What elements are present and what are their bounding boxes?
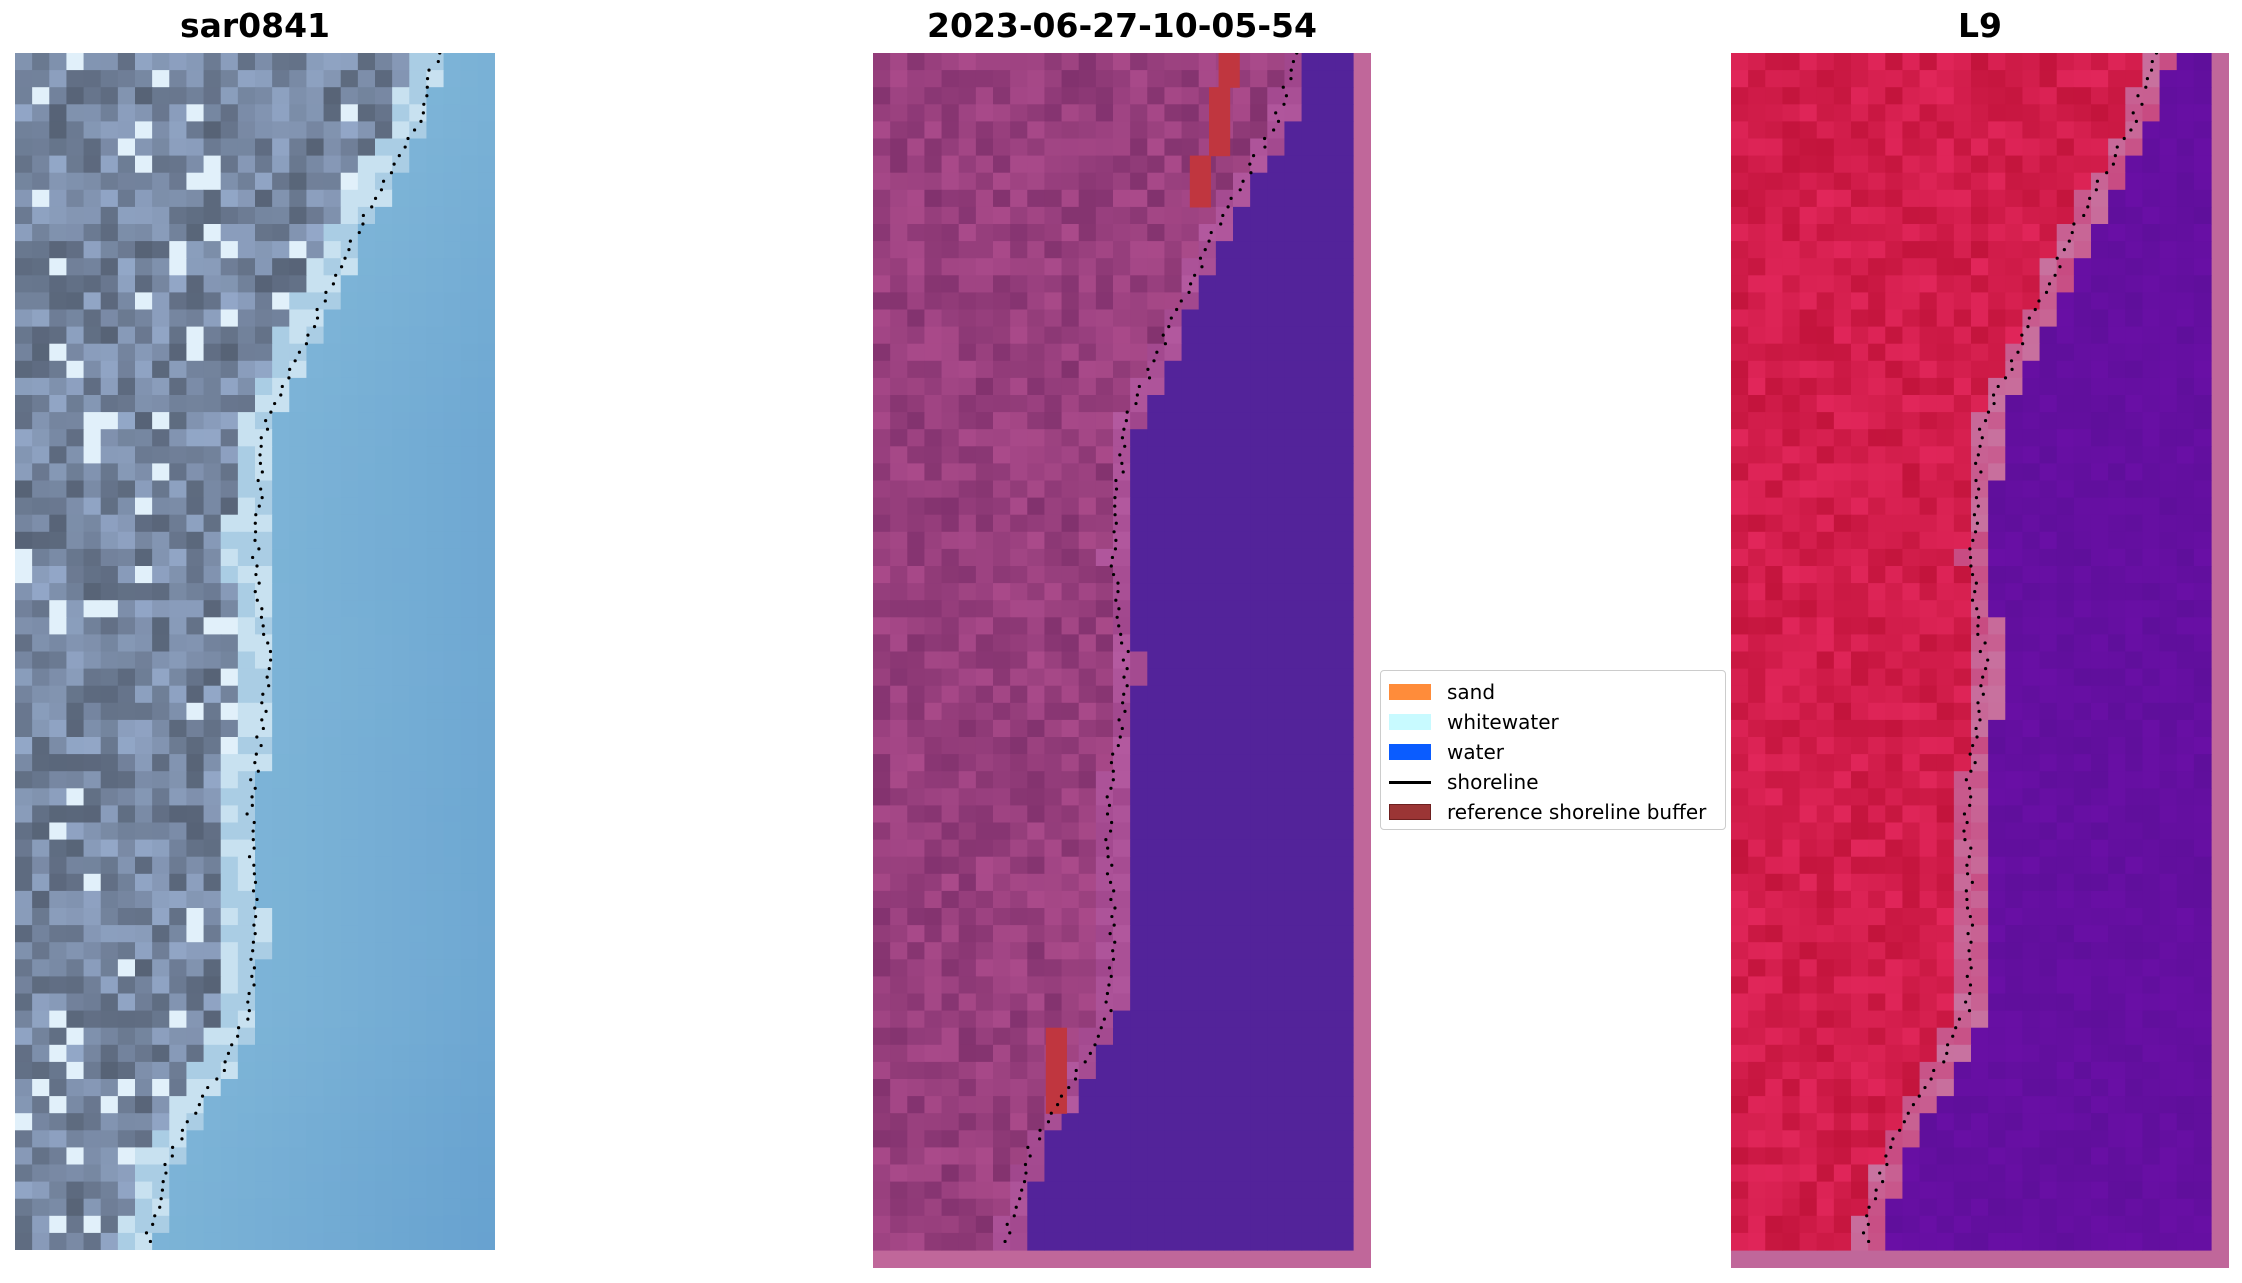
panel-title-sar: sar0841 [179,6,331,45]
legend-label: sand [1447,680,1496,704]
legend-item-shoreline: shoreline [1389,767,1717,797]
true-color-image [15,53,495,1250]
panel-title-satellite: L9 [1958,6,2002,45]
panel-title-date: 2023-06-27-10-05-54 [927,6,1317,45]
legend-label: whitewater [1447,710,1559,734]
legend-item-water: water [1389,737,1717,767]
legend: sand whitewater water shoreline referenc… [1380,670,1726,830]
legend-item-whitewater: whitewater [1389,707,1717,737]
classified-image-panel [873,53,1371,1268]
water-swatch [1389,744,1431,760]
legend-item-sand: sand [1389,677,1717,707]
legend-label: reference shoreline buffer [1447,800,1707,824]
classified-overlay-image [873,53,1371,1268]
false-color-index-image [1731,53,2229,1268]
sand-swatch [1389,684,1431,700]
shoreline-line-swatch [1389,780,1431,784]
satellite-image-panel [15,53,495,1250]
legend-label: shoreline [1447,770,1539,794]
legend-label: water [1447,740,1504,764]
index-image-panel [1731,53,2229,1268]
legend-item-reference-buffer: reference shoreline buffer [1389,797,1717,827]
whitewater-swatch [1389,714,1431,730]
reference-buffer-swatch [1389,804,1431,820]
